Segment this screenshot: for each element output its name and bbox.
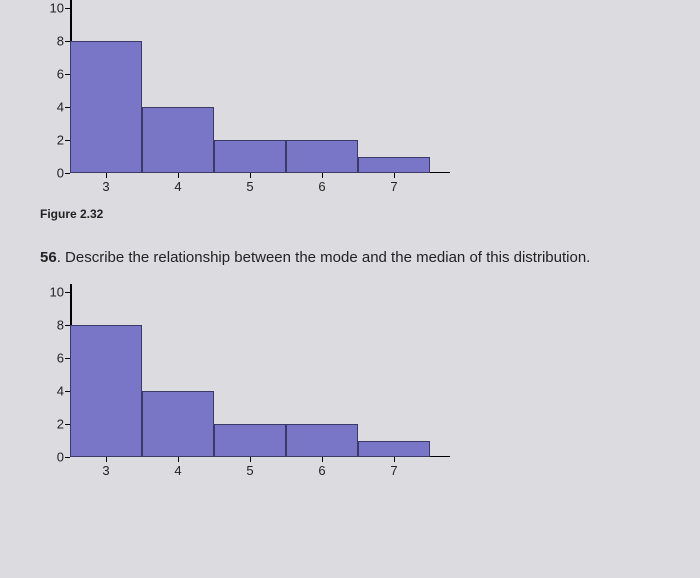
x-tick-label: 6 — [318, 463, 325, 478]
histogram-bar — [358, 441, 430, 458]
histogram-bar — [70, 325, 142, 457]
x-tick-mark — [322, 173, 323, 178]
y-tick-label: 0 — [57, 166, 64, 181]
y-tick-label: 8 — [57, 318, 64, 333]
page-root: 024681034567 Figure 2.32 56. Describe th… — [0, 0, 700, 578]
y-tick-mark — [65, 173, 70, 174]
x-tick-label: 7 — [390, 179, 397, 194]
question-number: 56 — [40, 249, 57, 266]
x-tick-label: 7 — [390, 463, 397, 478]
figure-caption: Figure 2.32 — [40, 207, 660, 221]
x-tick-mark — [106, 457, 107, 462]
y-tick-label: 4 — [57, 384, 64, 399]
x-tick-mark — [106, 173, 107, 178]
y-tick-mark — [65, 8, 70, 9]
x-tick-mark — [394, 173, 395, 178]
chart-1-wrap: 024681034567 — [70, 0, 660, 173]
y-tick-mark — [65, 292, 70, 293]
histogram-bar — [142, 107, 214, 173]
y-tick-label: 0 — [57, 450, 64, 465]
x-tick-label: 4 — [174, 179, 181, 194]
x-tick-label: 4 — [174, 463, 181, 478]
y-tick-label: 2 — [57, 417, 64, 432]
chart-2-wrap: 024681034567 — [70, 292, 660, 457]
x-tick-mark — [394, 457, 395, 462]
histogram-bar — [214, 140, 286, 173]
x-tick-label: 5 — [246, 179, 253, 194]
y-tick-mark — [65, 457, 70, 458]
y-tick-label: 6 — [57, 67, 64, 82]
y-tick-label: 6 — [57, 351, 64, 366]
x-tick-mark — [178, 173, 179, 178]
chart-1: 024681034567 — [70, 8, 430, 173]
x-tick-label: 3 — [102, 179, 109, 194]
x-tick-label: 6 — [318, 179, 325, 194]
x-tick-mark — [178, 457, 179, 462]
histogram-bar — [358, 157, 430, 174]
y-tick-label: 4 — [57, 100, 64, 115]
x-tick-mark — [250, 173, 251, 178]
histogram-bar — [286, 424, 358, 457]
y-tick-label: 8 — [57, 34, 64, 49]
question-text: . Describe the relationship between the … — [57, 249, 591, 266]
histogram-bar — [142, 391, 214, 457]
histogram-bar — [70, 41, 142, 173]
x-tick-label: 5 — [246, 463, 253, 478]
y-tick-label: 2 — [57, 133, 64, 148]
x-tick-label: 3 — [102, 463, 109, 478]
x-tick-mark — [250, 457, 251, 462]
chart-2: 024681034567 — [70, 292, 430, 457]
y-tick-label: 10 — [50, 1, 64, 16]
y-tick-label: 10 — [50, 285, 64, 300]
x-tick-mark — [322, 457, 323, 462]
histogram-bar — [286, 140, 358, 173]
histogram-bar — [214, 424, 286, 457]
question-56: 56. Describe the relationship between th… — [40, 249, 660, 266]
